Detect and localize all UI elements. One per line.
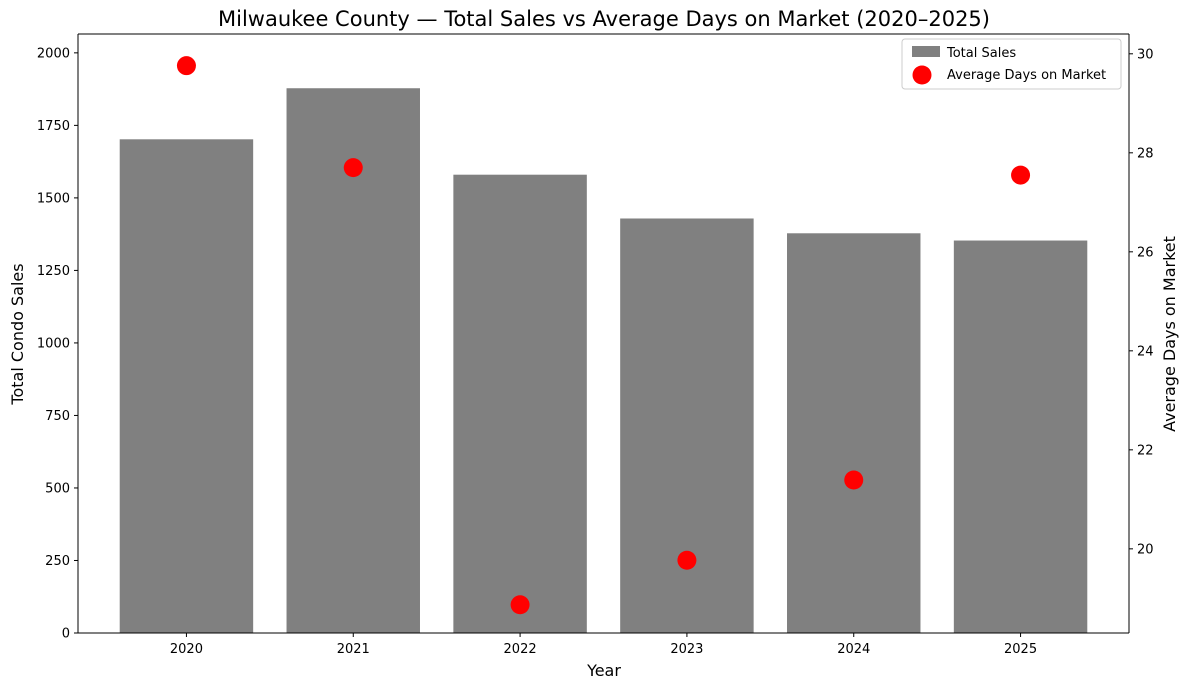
bar-2023 xyxy=(620,218,754,634)
point-2024 xyxy=(844,470,864,490)
bar-2020 xyxy=(119,139,254,634)
x-tick-label: 2022 xyxy=(504,642,537,657)
y-axis-title: Total Condo Sales xyxy=(8,263,27,405)
y2-tick-label: 30 xyxy=(1137,47,1154,62)
legend-frame xyxy=(901,38,1122,90)
point-2020 xyxy=(176,56,196,76)
bar-2025 xyxy=(953,240,1088,633)
y-tick-label: 1250 xyxy=(37,264,70,279)
x-tick-label: 2020 xyxy=(170,642,203,657)
point-2021 xyxy=(343,158,363,178)
legend-label-days-on-market: Average Days on Market xyxy=(947,68,1106,83)
y2-tick-label: 26 xyxy=(1137,245,1154,260)
bars-layer xyxy=(119,88,1088,634)
point-2025 xyxy=(1011,165,1031,185)
bar-2021 xyxy=(286,88,420,634)
x-tick-label: 2023 xyxy=(670,642,703,657)
y-tick-label: 1000 xyxy=(37,336,70,351)
y2-tick-label: 22 xyxy=(1137,443,1154,458)
point-2022 xyxy=(510,595,530,615)
y-tick-label: 500 xyxy=(45,481,70,496)
bar-2022 xyxy=(453,174,587,633)
y-tick-label: 750 xyxy=(45,409,70,424)
y-tick-label: 250 xyxy=(45,554,70,569)
y-tick-label: 1750 xyxy=(37,119,70,134)
bar-2024 xyxy=(787,233,921,633)
y-tick-label: 2000 xyxy=(37,46,70,61)
y-tick-label: 0 xyxy=(62,627,70,642)
legend-swatch-days-on-market xyxy=(912,65,932,85)
y2-axis-title: Average Days on Market xyxy=(1160,236,1179,432)
x-tick-label: 2021 xyxy=(337,642,370,657)
legend: Total Sales Average Days on Market xyxy=(901,38,1122,90)
x-tick-label: 2025 xyxy=(1004,642,1037,657)
x-axis-title: Year xyxy=(586,661,621,680)
point-2023 xyxy=(677,550,697,570)
legend-swatch-total-sales xyxy=(912,46,940,57)
chart-title: Milwaukee County — Total Sales vs Averag… xyxy=(218,7,990,31)
y2-tick-label: 28 xyxy=(1137,146,1154,161)
points-layer xyxy=(176,56,1031,615)
axes-layer: 0250500750100012501500175020002022242628… xyxy=(37,33,1154,657)
x-tick-label: 2024 xyxy=(837,642,870,657)
y-tick-label: 1500 xyxy=(37,191,70,206)
legend-label-total-sales: Total Sales xyxy=(946,46,1016,61)
y2-tick-label: 20 xyxy=(1137,542,1154,557)
y2-tick-label: 24 xyxy=(1137,344,1154,359)
